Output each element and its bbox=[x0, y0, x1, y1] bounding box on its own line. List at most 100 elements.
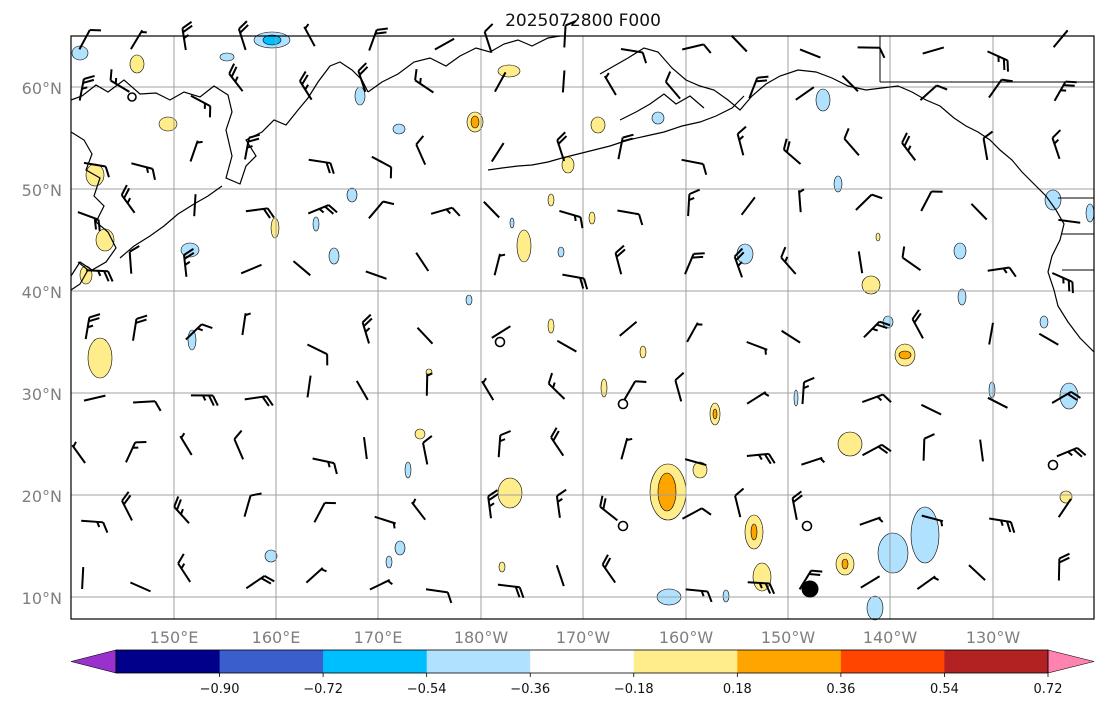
lat-label-60n: 60°N bbox=[22, 79, 62, 98]
coastlines bbox=[70, 35, 1095, 353]
negative-contour-patch bbox=[1044, 189, 1062, 211]
wind-barb bbox=[425, 588, 453, 604]
wind-barb bbox=[368, 200, 395, 219]
colorbar-segment bbox=[426, 650, 531, 673]
wind-barb bbox=[1057, 552, 1070, 581]
wind-barb bbox=[920, 403, 942, 416]
wind-barb bbox=[746, 341, 768, 355]
wind-barb bbox=[674, 371, 685, 402]
positive-contour-patch bbox=[158, 116, 178, 132]
lon-label-160e: 160°E bbox=[252, 628, 301, 647]
wind-barb bbox=[305, 567, 327, 584]
lat-label-50n: 50°N bbox=[22, 181, 62, 200]
wind-barb bbox=[922, 433, 935, 461]
wind-barb bbox=[307, 204, 338, 215]
wind-barb bbox=[799, 48, 821, 59]
wind-barb bbox=[736, 125, 747, 156]
lat-label-10n: 10°N bbox=[22, 589, 62, 608]
wind-barb bbox=[306, 375, 312, 398]
negative-contour-patch bbox=[346, 187, 358, 203]
wind-barb bbox=[684, 252, 705, 275]
wind-barb bbox=[371, 155, 393, 179]
wind-barb bbox=[245, 207, 275, 219]
colorbar-tick-label: 0.72 bbox=[1034, 682, 1063, 697]
wind-barb bbox=[83, 161, 110, 178]
wind-barb bbox=[121, 491, 133, 521]
wind-barb bbox=[620, 437, 633, 460]
wind-barb bbox=[911, 309, 924, 339]
wind-barb bbox=[841, 75, 859, 93]
wind-barb bbox=[129, 581, 151, 593]
positive-contour-patch bbox=[470, 115, 480, 129]
wind-barb bbox=[361, 313, 373, 344]
negative-contour-patch bbox=[877, 532, 909, 574]
negative-contour-patch bbox=[651, 111, 665, 125]
wind-barb bbox=[125, 440, 147, 463]
negative-contour-patch bbox=[557, 246, 565, 258]
wind-barb bbox=[410, 498, 426, 521]
positive-contour-patch bbox=[129, 54, 145, 74]
wind-barb bbox=[415, 135, 427, 166]
positive-contour-patch bbox=[898, 350, 912, 360]
colorbar-segment bbox=[219, 650, 324, 673]
wind-barb bbox=[555, 564, 565, 587]
colorbar-tick-label: −0.72 bbox=[303, 682, 343, 697]
negative-contour-patch bbox=[722, 589, 730, 603]
wind-barb bbox=[132, 314, 148, 341]
wind-barb bbox=[177, 553, 192, 583]
wind-barb bbox=[494, 71, 507, 93]
wind-barb bbox=[620, 48, 648, 64]
negative-contour-patch bbox=[71, 45, 89, 61]
wind-barb bbox=[189, 140, 203, 162]
wind-barb bbox=[798, 188, 805, 213]
wind-barb bbox=[243, 492, 262, 517]
positive-contour-patch bbox=[547, 193, 555, 207]
wind-barb bbox=[374, 515, 396, 529]
wind-barb bbox=[81, 519, 109, 534]
wind-barb bbox=[562, 273, 589, 290]
wind-barb bbox=[430, 206, 461, 217]
wind-barb bbox=[313, 501, 336, 523]
wind-barb bbox=[1058, 218, 1081, 224]
wind-barb bbox=[86, 269, 114, 282]
calm-circles bbox=[127, 92, 1059, 532]
wind-barb bbox=[561, 70, 566, 93]
wind-barb bbox=[1051, 272, 1074, 294]
positive-contour-patch bbox=[588, 211, 596, 225]
wind-barb bbox=[77, 211, 101, 231]
wind-barb bbox=[78, 29, 102, 50]
wind-barb bbox=[982, 130, 994, 161]
wind-barb bbox=[193, 194, 197, 217]
wind-barb bbox=[1057, 498, 1072, 518]
colorbar-tick-label: −0.90 bbox=[200, 682, 240, 697]
wind-barb bbox=[365, 270, 387, 280]
coastline-aleutians bbox=[487, 95, 745, 171]
calm-circle bbox=[1047, 459, 1059, 471]
wind-barb bbox=[416, 326, 434, 345]
colorbar-segment bbox=[323, 650, 428, 673]
wind-barb bbox=[686, 322, 703, 343]
wind-barb bbox=[603, 72, 617, 96]
wind-barb bbox=[550, 427, 565, 457]
wind-barb bbox=[556, 131, 568, 162]
lon-label-150e: 150°E bbox=[150, 628, 199, 647]
colorbar-tick-label: −0.54 bbox=[407, 682, 447, 697]
map-title: 2025072800 F000 bbox=[505, 11, 661, 31]
coastline-alaska bbox=[599, 47, 1095, 353]
coastline-chukotka bbox=[367, 35, 561, 93]
negative-contour-patch bbox=[264, 549, 278, 563]
wind-barb bbox=[559, 209, 584, 229]
wind-barb bbox=[1038, 332, 1059, 346]
negative-contour-patch bbox=[793, 389, 799, 407]
wind-barb bbox=[901, 246, 922, 272]
wind-barb bbox=[493, 253, 506, 276]
wind-barb bbox=[237, 20, 249, 51]
positive-contour-patch bbox=[639, 345, 647, 359]
wind-barb bbox=[481, 377, 495, 401]
calm-circle bbox=[127, 92, 137, 102]
wind-barb bbox=[483, 201, 500, 219]
lon-label-160w: 160°W bbox=[659, 628, 714, 647]
lat-label-30n: 30°N bbox=[22, 385, 62, 404]
wind-barb bbox=[801, 456, 826, 466]
wind-barb bbox=[190, 394, 219, 406]
